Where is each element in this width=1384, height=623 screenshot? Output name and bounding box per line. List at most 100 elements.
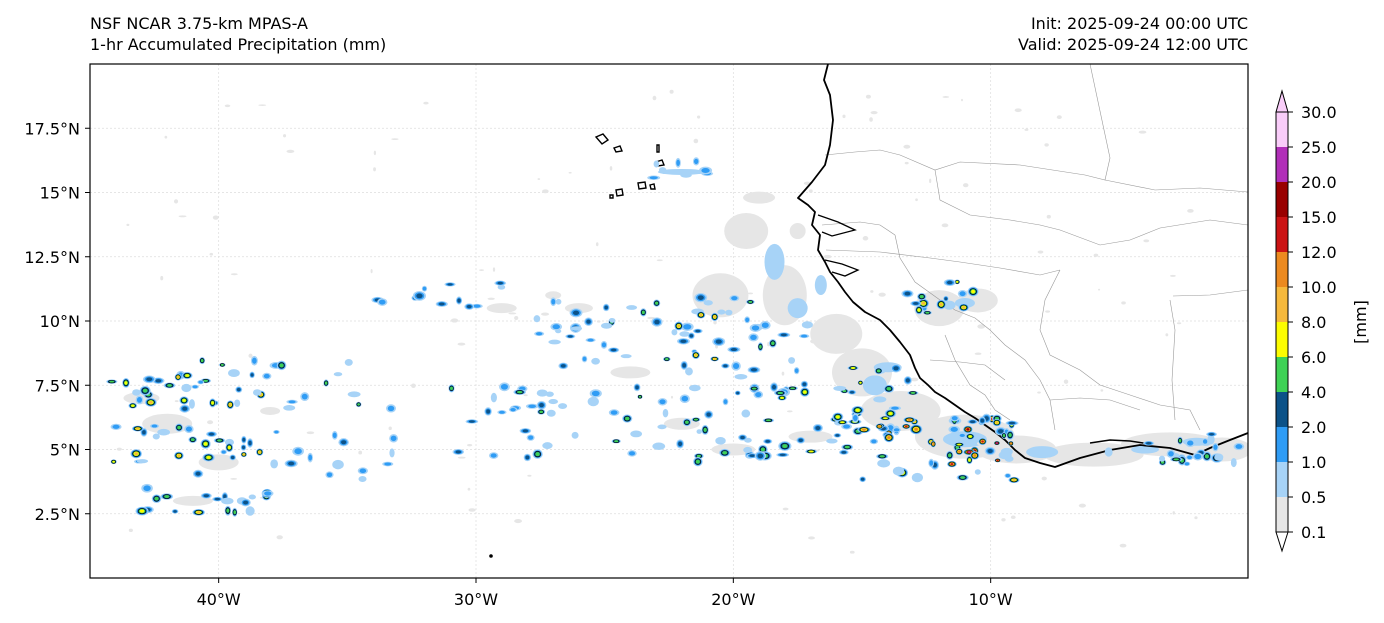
rain-speck	[647, 316, 656, 320]
rain-cell	[528, 404, 537, 408]
rain-cell	[132, 389, 141, 396]
rain-cell	[248, 494, 256, 500]
rain-cell	[755, 392, 762, 398]
rain-speck	[411, 383, 416, 388]
rain-cell	[653, 160, 660, 168]
rain-speck	[782, 507, 789, 511]
rain-cell	[167, 384, 172, 387]
cape-verde-island	[656, 144, 660, 153]
gray-rain-area	[545, 291, 562, 300]
rain-speck	[977, 324, 986, 329]
rain-cell	[694, 353, 698, 357]
rain-speck	[903, 144, 911, 149]
rain-cell	[142, 388, 148, 393]
light-blue-rain-area	[862, 375, 887, 396]
rain-speck	[596, 320, 601, 323]
rain-cell	[614, 440, 619, 443]
rain-speck	[1187, 208, 1194, 213]
rain-cell	[944, 297, 948, 301]
rain-cell	[560, 364, 566, 368]
rain-cell	[234, 399, 241, 407]
rain-cell-contour	[137, 508, 147, 515]
rain-speck	[126, 223, 130, 227]
rain-speck	[514, 518, 522, 524]
rain-cell-contour	[226, 444, 232, 451]
rain-speck	[849, 550, 855, 554]
rain-cell	[641, 310, 645, 315]
rain-cell-contour	[694, 458, 702, 465]
rain-cell	[548, 399, 559, 405]
rain-cell	[685, 420, 689, 424]
border-line	[1169, 299, 1176, 421]
rain-cell	[860, 477, 865, 481]
rain-speck	[693, 138, 699, 144]
rain-cell	[548, 339, 561, 345]
rain-cell	[1002, 434, 1006, 437]
rain-cell-contour	[241, 452, 247, 457]
rain-cell	[208, 432, 215, 436]
rain-cell	[722, 451, 728, 455]
rain-cell	[782, 444, 788, 449]
rain-cell	[389, 448, 395, 458]
rain-cell	[1214, 453, 1224, 461]
rain-cell	[173, 510, 177, 513]
rain-cell	[657, 424, 667, 430]
rain-cell	[250, 373, 254, 377]
rain-cell	[1146, 442, 1152, 445]
rain-cell-contour	[947, 452, 953, 459]
rain-cell-contour	[1008, 441, 1013, 446]
rain-cell-contour	[176, 424, 182, 431]
rain-cell-contour	[175, 374, 181, 380]
rain-cell	[948, 453, 952, 458]
y-tick-label: 2.5°N	[35, 505, 80, 524]
rain-cell-contour	[876, 424, 883, 429]
gray-rain-area	[260, 406, 281, 415]
rain-cell	[545, 391, 554, 397]
rain-cell	[1202, 439, 1208, 444]
rain-cell-contour	[147, 399, 155, 406]
rain-cell-contour	[189, 437, 196, 443]
rain-cell	[1009, 442, 1012, 445]
gray-rain-area	[724, 213, 769, 250]
rain-cell	[959, 291, 966, 297]
rain-cell	[378, 299, 386, 305]
border-line	[894, 234, 1056, 431]
rain-cell-contour	[202, 440, 210, 448]
rain-cell	[914, 427, 918, 431]
rain-cell	[957, 443, 962, 446]
rain-cell-contour	[1172, 457, 1181, 462]
rain-speck	[1001, 518, 1006, 522]
rain-speck	[696, 115, 701, 119]
rain-cell	[198, 380, 203, 384]
rain-speck	[974, 352, 982, 355]
rain-cell	[1158, 455, 1166, 462]
gray-rain-area	[486, 303, 517, 314]
rain-cell	[1207, 434, 1215, 445]
light-blue-rain-area	[1026, 446, 1059, 459]
rain-cell	[886, 387, 892, 391]
rain-cell	[891, 406, 899, 410]
rain-speck	[160, 275, 164, 281]
rain-speck	[468, 508, 476, 512]
rain-cell	[695, 329, 701, 333]
rain-cell	[659, 399, 666, 405]
rain-cell-contour	[108, 379, 116, 384]
colorbar-segment	[1276, 392, 1288, 427]
rain-cell	[294, 448, 302, 455]
rain-speck	[542, 189, 549, 194]
rain-cell	[591, 357, 600, 365]
rain-cell	[258, 450, 261, 454]
rain-speck	[116, 447, 122, 451]
rain-speck	[1078, 503, 1086, 508]
border-line	[1049, 397, 1141, 411]
rain-cell-contour	[993, 420, 1000, 426]
rain-cell-contour	[1010, 477, 1018, 483]
rain-cell-contour	[219, 363, 225, 367]
rain-speck	[224, 104, 231, 108]
rain-cell	[490, 453, 497, 458]
rain-cell	[252, 357, 257, 364]
rain-cell	[871, 439, 877, 444]
rain-speck	[541, 312, 550, 316]
rain-cell	[766, 419, 771, 422]
rain-cell	[341, 440, 347, 445]
